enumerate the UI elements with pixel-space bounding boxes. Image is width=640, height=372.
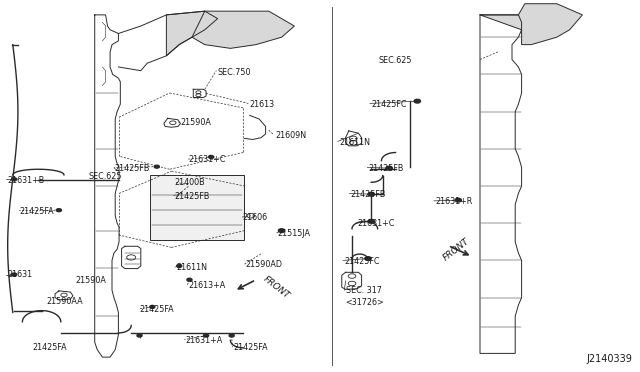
Polygon shape <box>192 11 294 48</box>
Text: SEC.625: SEC.625 <box>88 172 122 181</box>
Text: 21590A: 21590A <box>180 118 211 127</box>
Text: FRONT: FRONT <box>261 274 291 300</box>
Text: 21606: 21606 <box>242 213 267 222</box>
Circle shape <box>12 273 17 276</box>
Circle shape <box>386 166 392 170</box>
Bar <box>150 175 244 240</box>
Circle shape <box>137 334 142 337</box>
Text: 21515JA: 21515JA <box>278 229 311 238</box>
Circle shape <box>154 165 159 168</box>
Circle shape <box>229 334 234 337</box>
Circle shape <box>180 192 185 195</box>
Text: 21609N: 21609N <box>275 131 307 140</box>
Circle shape <box>177 264 182 267</box>
Text: SEC. 317: SEC. 317 <box>346 286 381 295</box>
Text: 21631+C: 21631+C <box>189 155 226 164</box>
Text: 21425FA: 21425FA <box>32 343 67 352</box>
Text: <31726>: <31726> <box>346 298 385 307</box>
Circle shape <box>414 99 420 103</box>
Text: 21425FB: 21425FB <box>351 190 386 199</box>
Circle shape <box>368 192 374 196</box>
Circle shape <box>278 229 285 232</box>
Circle shape <box>365 257 371 260</box>
Text: 21611N: 21611N <box>339 138 370 147</box>
Text: J2140339: J2140339 <box>586 354 632 364</box>
Circle shape <box>150 305 155 308</box>
Text: 21425FA: 21425FA <box>234 343 268 352</box>
Circle shape <box>12 178 17 181</box>
Circle shape <box>209 155 214 158</box>
Text: 21631+A: 21631+A <box>186 336 223 345</box>
Text: 21613: 21613 <box>250 100 275 109</box>
Text: 21425FA: 21425FA <box>140 305 174 314</box>
Text: 21631+R: 21631+R <box>435 197 472 206</box>
Text: 21425FB: 21425FB <box>114 164 149 173</box>
Text: 21631: 21631 <box>8 270 33 279</box>
Text: 21613+A: 21613+A <box>189 281 226 290</box>
Text: SEC.625: SEC.625 <box>379 56 412 65</box>
Text: 21425FC: 21425FC <box>371 100 406 109</box>
Polygon shape <box>166 11 218 56</box>
Text: SEC.750: SEC.750 <box>218 68 251 77</box>
Text: 21590AA: 21590AA <box>46 297 83 306</box>
Circle shape <box>204 334 209 337</box>
Text: 21631+C: 21631+C <box>357 219 394 228</box>
Text: 21425FC: 21425FC <box>344 257 380 266</box>
Text: FRONT: FRONT <box>442 237 472 263</box>
Text: 21631+B: 21631+B <box>8 176 45 185</box>
Text: 21611N: 21611N <box>176 263 207 272</box>
Circle shape <box>368 219 374 223</box>
Text: 21590A: 21590A <box>76 276 106 285</box>
Text: 21400B: 21400B <box>174 178 205 187</box>
Circle shape <box>56 209 61 212</box>
Text: 21425FB: 21425FB <box>174 192 209 201</box>
Circle shape <box>455 198 461 202</box>
Text: 21425FA: 21425FA <box>19 207 54 216</box>
Polygon shape <box>480 4 582 45</box>
Text: 21425FB: 21425FB <box>369 164 404 173</box>
Circle shape <box>187 278 192 281</box>
Text: 21590AD: 21590AD <box>246 260 283 269</box>
